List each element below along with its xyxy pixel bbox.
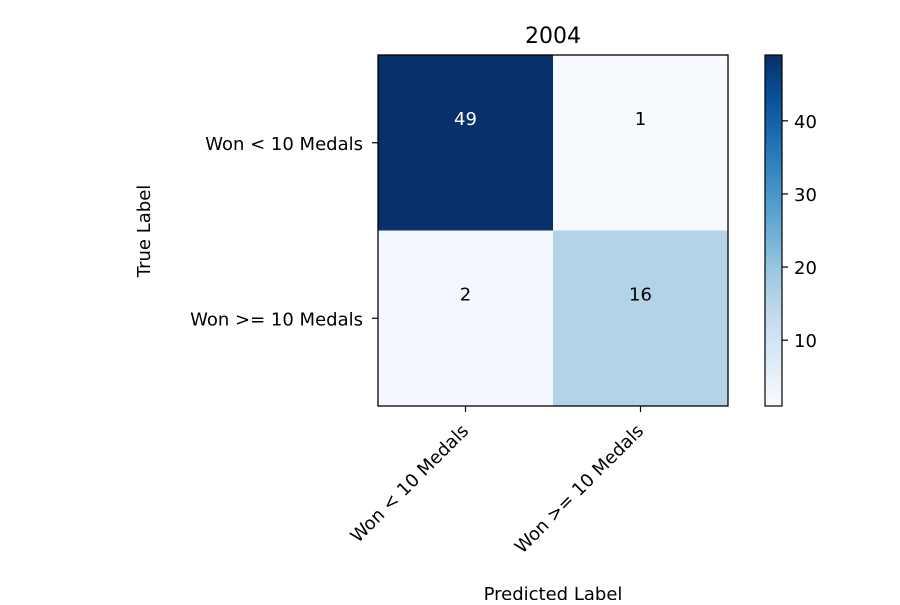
- heatmap-cell: [378, 230, 554, 407]
- colorbar-tick-label: 20: [794, 258, 817, 279]
- x-tick-label: Won >= 10 Medals: [511, 421, 648, 558]
- heatmap-cells: [378, 55, 729, 407]
- y-axis: Won < 10 Medals Won >= 10 Medals: [190, 134, 378, 330]
- cell-value-label: 16: [629, 284, 652, 305]
- cell-value-label: 1: [635, 109, 646, 130]
- x-axis: Won < 10 Medals Won >= 10 Medals: [347, 406, 648, 558]
- plot-frame: [377, 54, 729, 407]
- heatmap-cell: [378, 55, 554, 231]
- cell-value-label: 49: [454, 109, 477, 130]
- y-tick-label: Won < 10 Medals: [205, 134, 363, 155]
- heatmap-cell: [553, 55, 729, 231]
- y-axis-label: True Label: [134, 185, 155, 279]
- colorbar-gradient: [764, 54, 783, 407]
- cell-value-label: 2: [460, 284, 471, 305]
- colorbar-tick-label: 10: [794, 331, 817, 352]
- x-tick-label: Won < 10 Medals: [347, 421, 473, 547]
- heatmap-cell: [553, 230, 729, 407]
- colorbar: 10 20 30 40: [764, 54, 817, 407]
- cell-value-labels: 49 1 2 16: [454, 109, 652, 306]
- y-tick-label: Won >= 10 Medals: [190, 309, 363, 330]
- chart-title: 2004: [525, 24, 581, 49]
- colorbar-tick-label: 30: [794, 185, 817, 206]
- colorbar-ticks: 10 20 30 40: [782, 112, 817, 352]
- colorbar-tick-label: 40: [794, 112, 817, 133]
- x-axis-label: Predicted Label: [484, 584, 623, 600]
